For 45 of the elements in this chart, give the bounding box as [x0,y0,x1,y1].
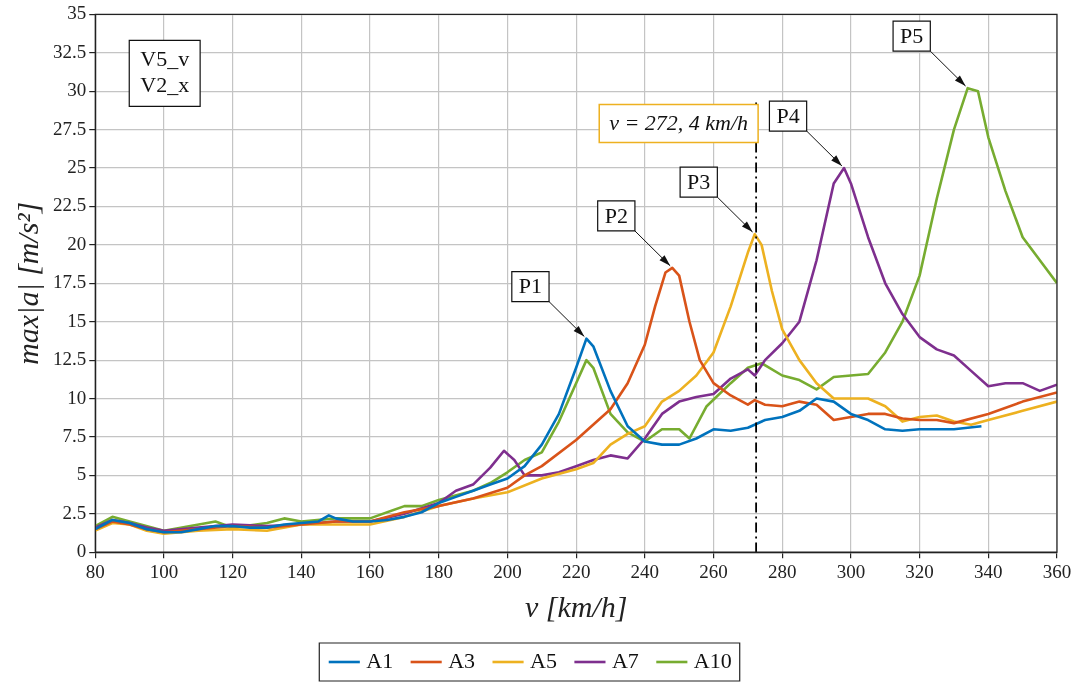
y-tick-label: 17.5 [53,271,87,293]
x-tick-label: 120 [218,560,247,582]
annotation: P4 [776,102,800,128]
x-tick-label: 320 [905,560,934,582]
x-tick-label: 360 [1042,560,1072,582]
y-tick-label: 20 [67,232,87,254]
legend-label: A7 [611,647,639,673]
y-tick-label: 15 [67,309,87,331]
y-tick-label: 10 [67,386,87,408]
annotation: P5 [900,22,924,48]
y-tick-label: 7.5 [62,424,87,446]
annotation: P3 [687,168,711,194]
annotation: V5_v [140,46,190,72]
legend-label: A5 [530,647,557,673]
y-tick-label: 22.5 [53,194,87,216]
x-axis-title: v [km/h] [524,589,628,623]
x-tick-label: 80 [85,560,105,582]
y-tick-label: 30 [67,79,87,101]
y-tick-label: 25 [67,156,87,178]
x-tick-label: 100 [149,560,179,582]
x-tick-label: 300 [836,560,866,582]
x-tick-label: 180 [424,560,453,582]
annotation: P1 [518,273,543,299]
annotation: V2_x [140,72,190,98]
y-tick-label: 5 [76,463,87,485]
x-tick-label: 140 [287,560,316,582]
x-tick-label: 160 [355,560,385,582]
legend-label: A3 [448,647,476,673]
y-tick-label: 2.5 [62,501,87,523]
x-tick-label: 220 [561,560,591,582]
y-axis-title: max|a| [m/s²] [10,201,44,365]
x-tick-label: 200 [493,560,522,582]
x-tick-label: 260 [699,560,728,582]
legend-label: A10 [693,647,732,673]
x-tick-label: 240 [630,560,660,582]
x-tick-label: 280 [767,560,797,582]
y-tick-label: 32.5 [53,40,87,62]
y-tick-label: 0 [76,540,87,562]
y-tick-label: 35 [67,2,87,24]
legend-label: A1 [366,647,394,673]
y-tick-label: 27.5 [53,117,87,139]
y-tick-label: 12.5 [53,348,87,370]
annotation: P2 [604,202,628,228]
x-tick-label: 340 [974,560,1003,582]
ref-line-label: v = 272, 4 km/h [609,110,749,136]
